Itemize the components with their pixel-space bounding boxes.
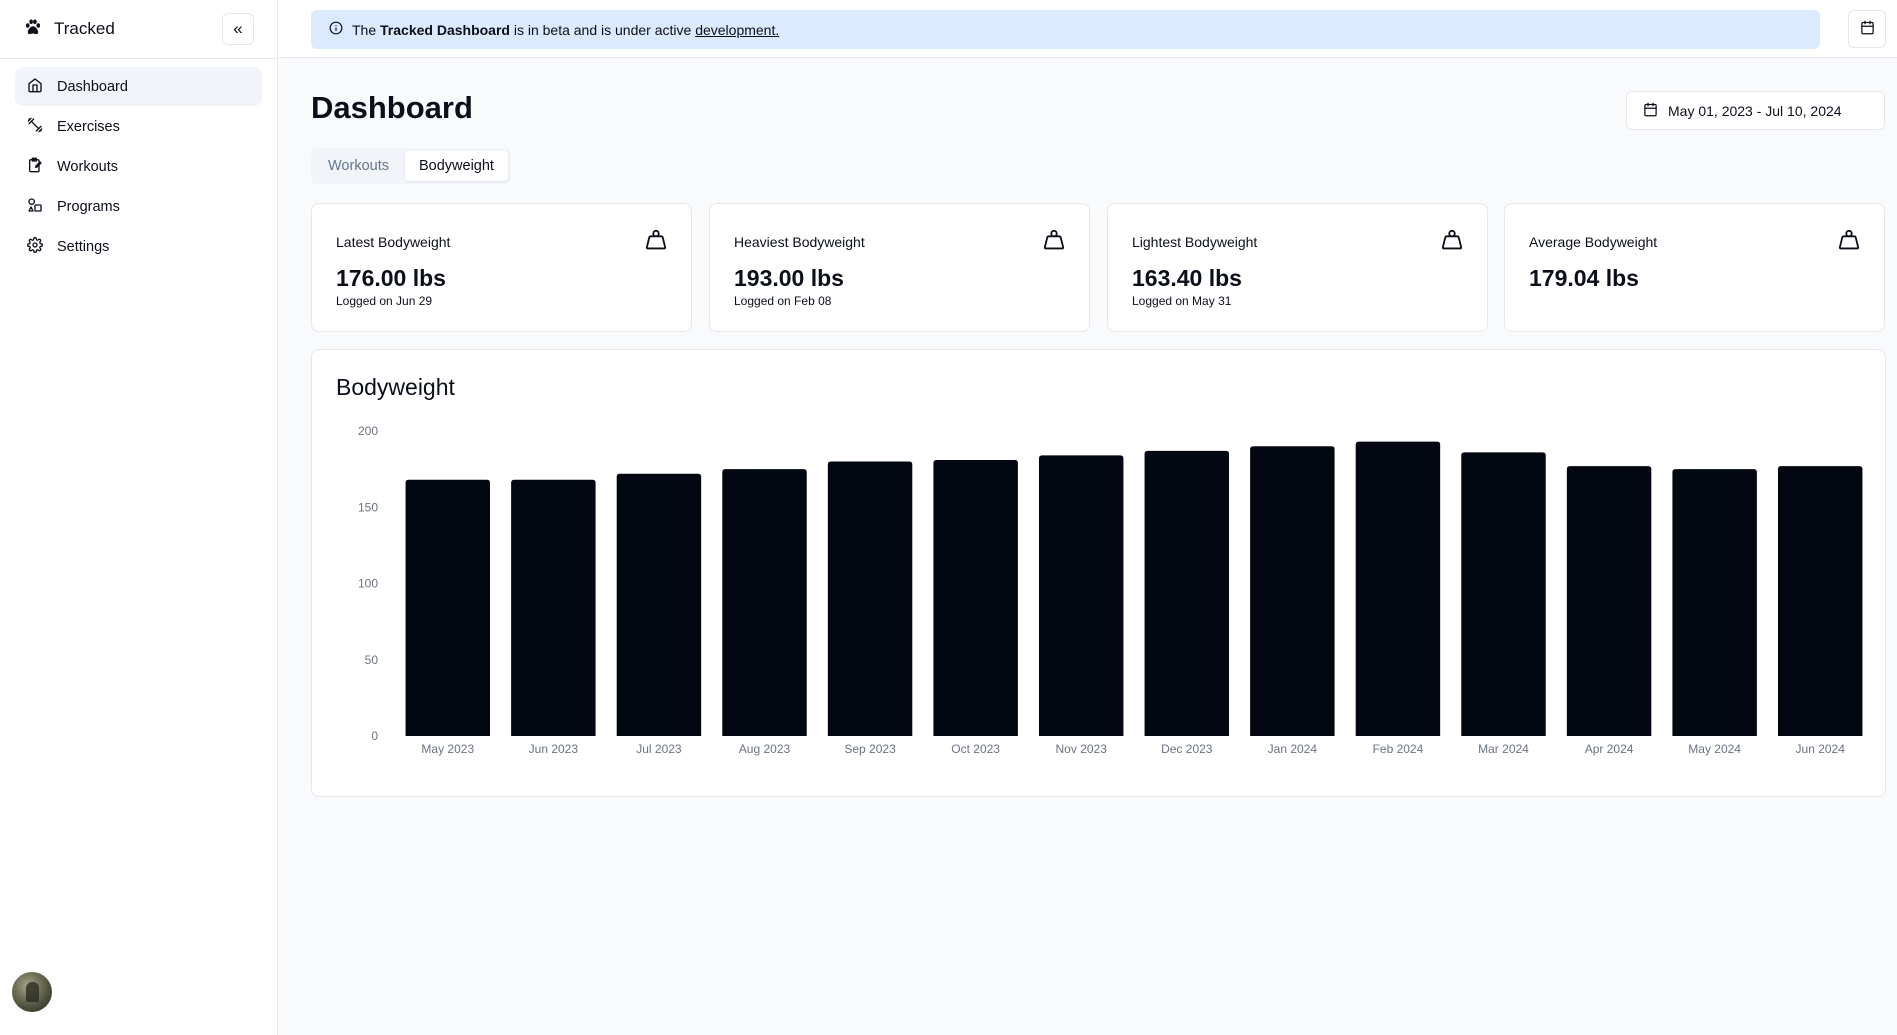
- x-tick-label: May 2024: [1688, 742, 1741, 756]
- chart-title: Bodyweight: [336, 374, 455, 400]
- card-value: 163.40 lbs: [1132, 265, 1242, 291]
- tab-workouts[interactable]: Workouts: [328, 158, 389, 174]
- user-avatar[interactable]: [12, 972, 52, 1012]
- card-title: Heaviest Bodyweight: [734, 234, 865, 250]
- y-tick-label: 0: [371, 729, 378, 743]
- banner-middle: is in beta and is under active: [513, 21, 692, 38]
- bar-apr-2024[interactable]: [1566, 466, 1652, 736]
- bar-dec-2023[interactable]: [1144, 450, 1230, 736]
- x-tick-label: Sep 2023: [844, 742, 896, 756]
- x-tick-label: Jul 2023: [636, 742, 682, 756]
- weight-icon: [1043, 229, 1065, 250]
- card-title: Lightest Bodyweight: [1132, 234, 1258, 250]
- x-tick-label: Jan 2024: [1268, 742, 1318, 756]
- y-tick-label: 200: [358, 424, 378, 438]
- bar-nov-2023[interactable]: [1038, 455, 1124, 736]
- x-tick-label: Nov 2023: [1056, 742, 1108, 756]
- weight-icon: [645, 229, 667, 250]
- y-tick-label: 100: [358, 577, 378, 591]
- bar-jul-2023[interactable]: [616, 473, 702, 736]
- sidebar-item-label: Programs: [57, 198, 120, 215]
- gear-icon: [27, 236, 43, 257]
- home-icon: [27, 77, 43, 97]
- bar-jan-2024[interactable]: [1250, 446, 1335, 736]
- calendar-button[interactable]: [1848, 10, 1886, 48]
- app-name: Tracked: [54, 19, 115, 38]
- clipboard-icon: [27, 157, 43, 177]
- x-tick-label: Jun 2023: [529, 742, 579, 756]
- bar-jun-2024[interactable]: [1777, 466, 1863, 736]
- x-tick-label: Feb 2024: [1373, 742, 1424, 756]
- x-tick-label: Aug 2023: [739, 742, 791, 756]
- card-subtitle: Logged on May 31: [1132, 294, 1232, 308]
- card-title: Latest Bodyweight: [336, 234, 451, 250]
- card-subtitle: Logged on Jun 29: [336, 294, 433, 308]
- sidebar-item-label: Dashboard: [57, 78, 128, 95]
- x-tick-label: Mar 2024: [1478, 742, 1529, 756]
- x-tick-label: Oct 2023: [951, 742, 1000, 756]
- card-title: Average Bodyweight: [1529, 234, 1658, 250]
- x-tick-label: Dec 2023: [1161, 742, 1213, 756]
- bar-feb-2024[interactable]: [1355, 441, 1441, 736]
- chevrons-left-icon: «: [233, 19, 243, 38]
- date-range-label: May 01, 2023 - Jul 10, 2024: [1668, 102, 1842, 119]
- banner-prefix: The: [352, 21, 377, 38]
- paw-icon: [24, 18, 42, 41]
- stat-card-average-bodyweight: Average Bodyweight 179.04 lbs: [1504, 203, 1885, 332]
- weight-icon: [1441, 229, 1463, 250]
- info-icon: [329, 21, 343, 38]
- sidebar-item-label: Exercises: [57, 118, 120, 135]
- shapes-icon: [27, 197, 43, 217]
- bar-may-2023[interactable]: [405, 479, 491, 736]
- banner-development-link[interactable]: development.: [695, 21, 780, 38]
- date-range-picker[interactable]: May 01, 2023 - Jul 10, 2024: [1626, 91, 1885, 130]
- top-bar: The Tracked Dashboard is in beta and is …: [279, 0, 1897, 58]
- card-subtitle: Logged on Feb 08: [734, 294, 832, 308]
- card-value: 193.00 lbs: [734, 265, 844, 291]
- beta-banner: The Tracked Dashboard is in beta and is …: [311, 10, 1820, 49]
- card-value: 176.00 lbs: [336, 265, 446, 291]
- bar-mar-2024[interactable]: [1461, 452, 1546, 736]
- sidebar-item-settings[interactable]: Settings: [15, 227, 262, 266]
- x-tick-label: Apr 2024: [1585, 742, 1634, 756]
- stat-card-lightest-bodyweight: Lightest Bodyweight 163.40 lbs Logged on…: [1107, 203, 1488, 332]
- sidebar-nav: Dashboard Exercises Workouts Programs Se…: [15, 67, 262, 267]
- sidebar-divider: [0, 58, 278, 59]
- weight-icon: [1838, 229, 1860, 250]
- page-title: Dashboard: [311, 90, 473, 125]
- bar-jun-2023[interactable]: [511, 479, 596, 736]
- card-value: 179.04 lbs: [1529, 265, 1639, 291]
- sidebar: Tracked « Dashboard Exercises Workouts: [0, 0, 278, 1035]
- x-tick-label: May 2023: [421, 742, 474, 756]
- collapse-sidebar-button[interactable]: «: [222, 13, 254, 45]
- sidebar-item-label: Settings: [57, 238, 110, 255]
- bodyweight-bar-chart: 0 50 100 150 200 May 2023 Jun 2023 Jul 2023 Aug …: [358, 424, 1863, 756]
- bar-aug-2023[interactable]: [722, 469, 807, 736]
- banner-product-name: Tracked Dashboard: [380, 21, 510, 38]
- stat-card-latest-bodyweight: Latest Bodyweight 176.00 lbs Logged on J…: [311, 203, 692, 332]
- bar-oct-2023[interactable]: [933, 459, 1018, 736]
- bodyweight-chart-card: Bodyweight 0 50 100 150 200 May 2023 Jun 2023 J…: [311, 349, 1886, 797]
- bar-sep-2023[interactable]: [827, 461, 913, 737]
- tab-bodyweight[interactable]: Bodyweight: [404, 151, 508, 181]
- stat-card-heaviest-bodyweight: Heaviest Bodyweight 193.00 lbs Logged on…: [709, 203, 1090, 332]
- brand[interactable]: Tracked: [24, 16, 115, 42]
- sidebar-item-dashboard[interactable]: Dashboard: [15, 67, 262, 106]
- sidebar-item-workouts[interactable]: Workouts: [15, 147, 262, 186]
- banner-text: The Tracked Dashboard is in beta and is …: [352, 22, 779, 38]
- y-tick-label: 150: [358, 500, 378, 514]
- sidebar-item-programs[interactable]: Programs: [15, 187, 262, 226]
- calendar-icon: [1860, 20, 1875, 38]
- dashboard-tabs: Workouts Bodyweight: [311, 148, 511, 184]
- sidebar-item-label: Workouts: [57, 158, 118, 175]
- bar-may-2024[interactable]: [1672, 469, 1757, 736]
- sidebar-item-exercises[interactable]: Exercises: [15, 107, 262, 146]
- y-tick-label: 50: [365, 653, 379, 667]
- dumbbell-icon: [27, 117, 43, 137]
- calendar-icon: [1643, 102, 1658, 120]
- x-tick-label: Jun 2024: [1796, 742, 1846, 756]
